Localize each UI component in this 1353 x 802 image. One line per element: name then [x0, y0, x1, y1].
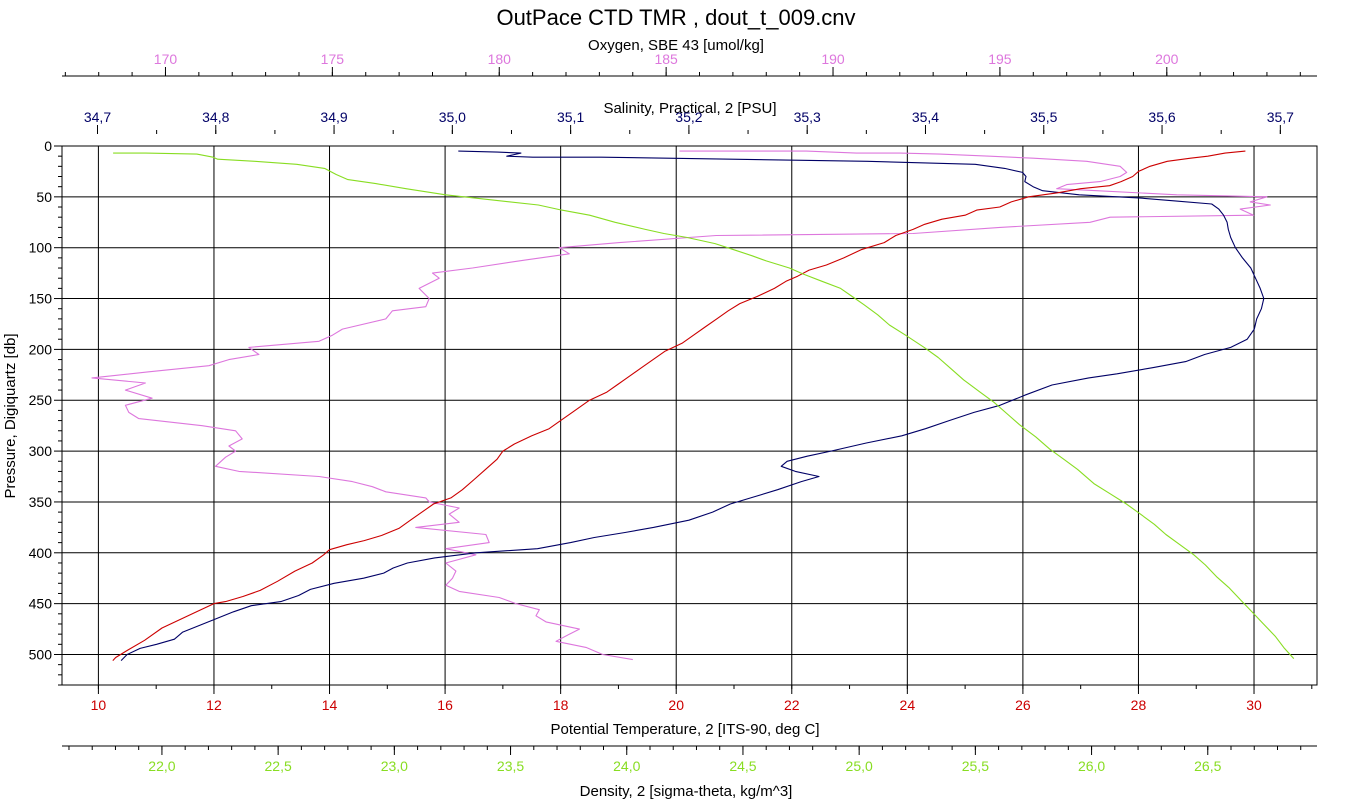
pressure-tick-label: 50 — [36, 189, 52, 205]
temperature-tick-label: 24 — [900, 697, 916, 713]
pressure-tick-label: 350 — [29, 494, 53, 510]
density-axis-label: Density, 2 [sigma-theta, kg/m^3] — [580, 783, 793, 800]
salinity-tick-label: 35,2 — [675, 109, 702, 125]
oxygen-tick-label: 190 — [821, 51, 845, 67]
salinity-axis: Salinity, Practical, 2 [PSU] 34,7 34,8 34,… — [84, 100, 1294, 134]
pressure-tick-label: 0 — [44, 138, 52, 154]
density-tick-label: 26,5 — [1194, 758, 1221, 774]
salinity-tick-label: 35,1 — [557, 109, 584, 125]
salinity-tick-label: 35,7 — [1267, 109, 1294, 125]
pressure-tick-label: 450 — [29, 596, 53, 612]
pressure-tick-label: 300 — [29, 443, 53, 459]
density-tick-label: 24,5 — [729, 758, 756, 774]
temperature-axis: Potential Temperature, 2 [ITS-90, deg C]… — [91, 685, 1313, 738]
series-layer — [91, 150, 1295, 661]
oxygen-axis: Oxygen, SBE 43 [umol/kg] 170 175 180 185 190… — [62, 37, 1317, 77]
salinity-tick-label: 35,6 — [1148, 109, 1175, 125]
pressure-tick-label: 400 — [29, 545, 53, 561]
temperature-tick-label: 14 — [322, 697, 338, 713]
oxygen-series-line — [91, 150, 1271, 661]
pressure-tick-label: 150 — [29, 291, 53, 307]
temperature-tick-label: 28 — [1131, 697, 1147, 713]
oxygen-axis-label: Oxygen, SBE 43 [umol/kg] — [588, 37, 764, 54]
density-tick-label: 22,0 — [148, 758, 175, 774]
temperature-tick-label: 18 — [553, 697, 569, 713]
salinity-axis-label: Salinity, Practical, 2 [PSU] — [603, 100, 776, 117]
pressure-tick-label: 200 — [29, 341, 53, 357]
salinity-tick-label: 35,4 — [912, 109, 939, 125]
salinity-tick-label: 35,3 — [794, 109, 821, 125]
chart-title: OutPace CTD TMR , dout_t_009.cnv — [496, 5, 855, 30]
salinity-tick-label: 34,9 — [320, 109, 347, 125]
temperature-tick-label: 20 — [668, 697, 684, 713]
pressure-axis: Pressure, Digiquartz [db] 0 50 100 150 200 25… — [2, 138, 62, 686]
pressure-tick-label: 100 — [29, 240, 53, 256]
oxygen-tick-label: 180 — [488, 51, 512, 67]
pressure-axis-label: Pressure, Digiquartz [db] — [2, 333, 19, 498]
salinity-tick-label: 35,5 — [1030, 109, 1057, 125]
temperature-tick-label: 10 — [91, 697, 107, 713]
density-axis: Density, 2 [sigma-theta, kg/m^3] 22,0 22,… — [62, 745, 1317, 800]
temperature-axis-label: Potential Temperature, 2 [ITS-90, deg C] — [550, 721, 819, 738]
temperature-tick-label: 30 — [1246, 697, 1262, 713]
salinity-series-line — [120, 150, 1265, 661]
salinity-tick-label: 34,8 — [202, 109, 229, 125]
density-tick-label: 23,5 — [497, 758, 524, 774]
plot-frame — [61, 145, 1318, 686]
density-series-line — [113, 152, 1295, 659]
temperature-tick-label: 22 — [784, 697, 800, 713]
density-tick-label: 25,5 — [962, 758, 989, 774]
oxygen-tick-label: 195 — [988, 51, 1012, 67]
density-tick-label: 25,0 — [846, 758, 873, 774]
density-tick-label: 23,0 — [381, 758, 408, 774]
oxygen-tick-label: 175 — [321, 51, 345, 67]
salinity-tick-label: 35,0 — [439, 109, 466, 125]
oxygen-tick-label: 185 — [654, 51, 678, 67]
temperature-tick-label: 26 — [1015, 697, 1031, 713]
density-tick-label: 22,5 — [265, 758, 292, 774]
pressure-tick-label: 500 — [29, 646, 53, 662]
grid — [62, 145, 1317, 685]
oxygen-tick-label: 170 — [154, 51, 178, 67]
pressure-tick-label: 250 — [29, 392, 53, 408]
density-tick-label: 26,0 — [1078, 758, 1105, 774]
temperature-tick-label: 12 — [206, 697, 222, 713]
temperature-tick-label: 16 — [437, 697, 453, 713]
salinity-tick-label: 34,7 — [84, 109, 111, 125]
temperature-series-line — [112, 150, 1246, 661]
oxygen-tick-label: 200 — [1155, 51, 1179, 67]
density-tick-label: 24,0 — [613, 758, 640, 774]
